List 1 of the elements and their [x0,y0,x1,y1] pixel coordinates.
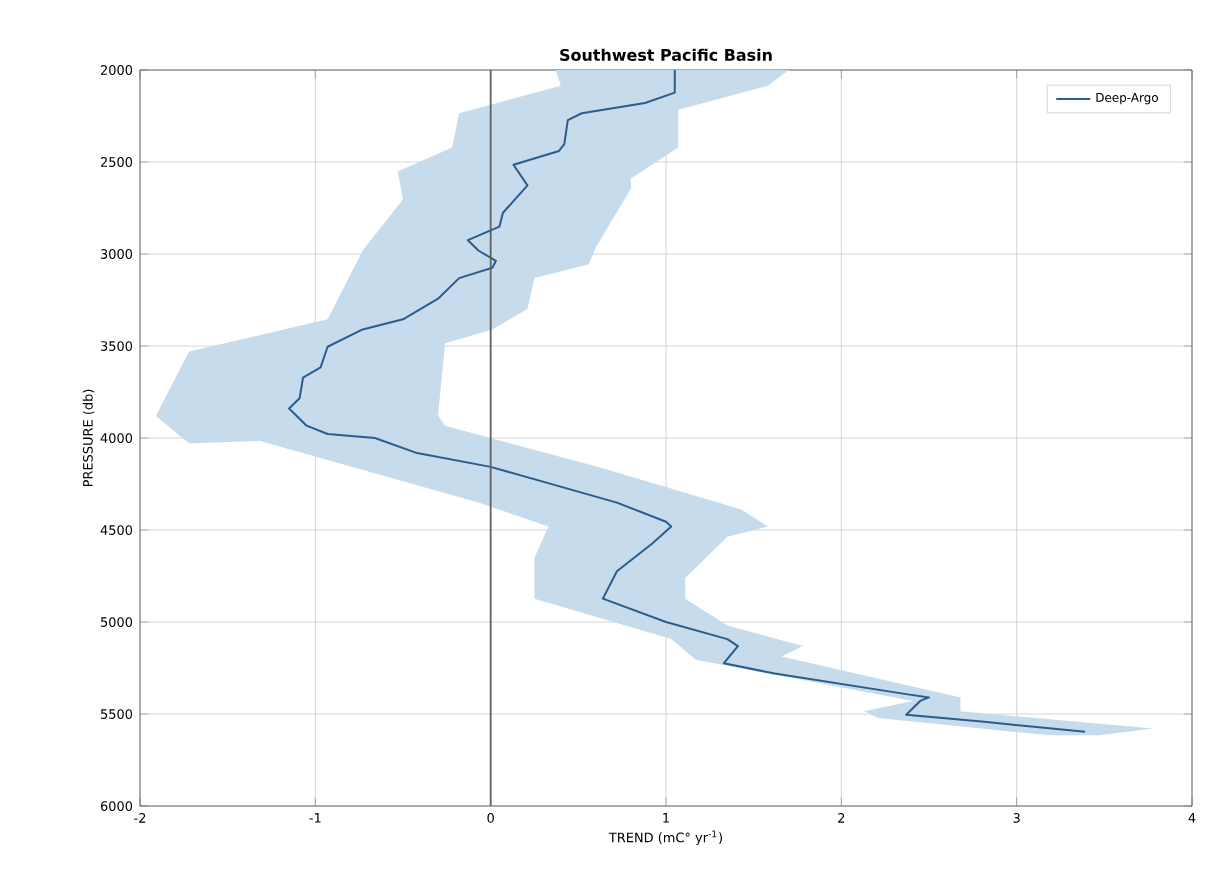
line-series [288,70,1087,733]
